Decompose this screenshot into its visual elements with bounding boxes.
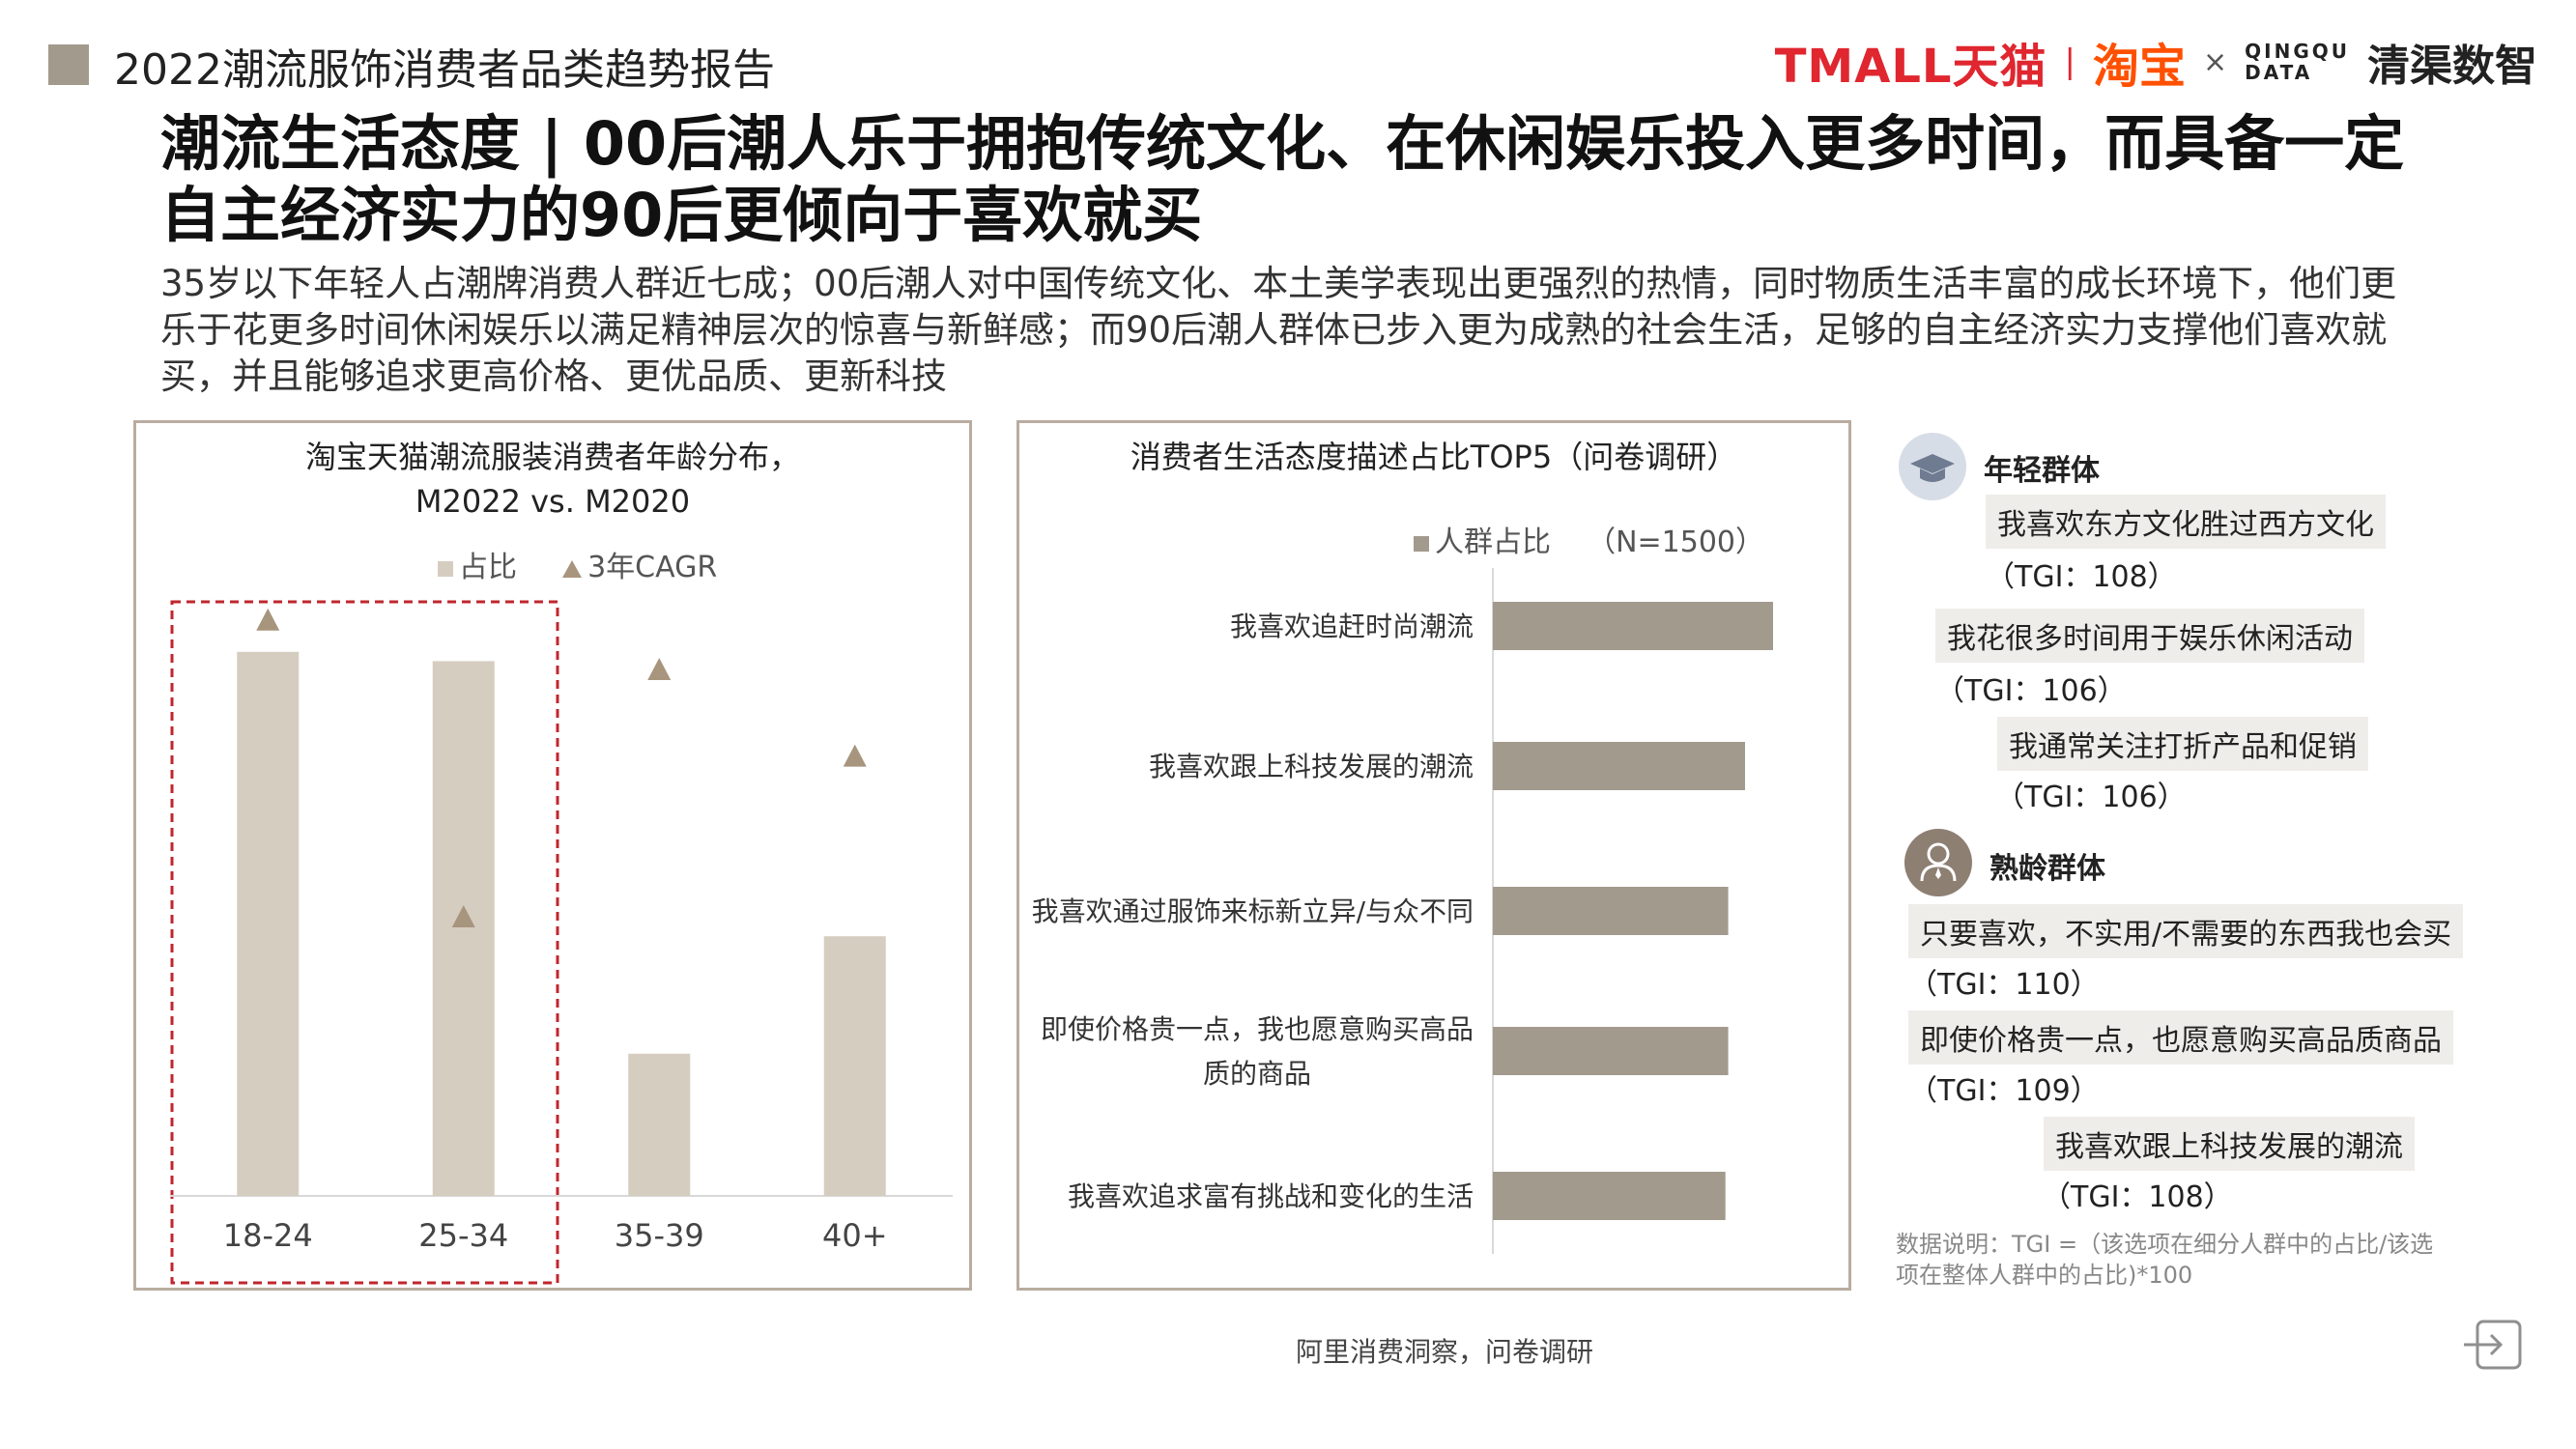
qingqu-en-logo: QINGQU DATA [2245, 40, 2350, 84]
page-subtitle: 35岁以下年轻人占潮牌消费人群近七成；00后潮人对中国传统文化、本土美学表现出更… [160, 263, 2397, 397]
category-label: 我喜欢追赶时尚潮流 [1230, 611, 1474, 642]
mature-group-title: 熟龄群体 [1989, 852, 2105, 886]
bar-25-34 [432, 661, 495, 1196]
cagr-marker-25-34 [451, 905, 475, 927]
next-page-icon[interactable] [2462, 1316, 2524, 1374]
mature-tgi-1: （TGI：110） [1908, 968, 2100, 1002]
cagr-marker-35-39 [647, 658, 672, 680]
cagr-marker-40+ [843, 744, 867, 767]
x-tick-label: 35-39 [615, 1217, 704, 1254]
mature-statement-1: 只要喜欢，不实用/不需要的东西我也会买 [1908, 904, 2464, 958]
legend-sample-size: （N=1500） [1587, 526, 1765, 559]
legend-population-label: 人群占比 [1435, 526, 1551, 559]
logo-divider: | [2064, 43, 2075, 81]
cagr-marker-18-24 [256, 608, 280, 631]
tgi-groups: 年轻群体 我喜欢东方文化胜过西方文化 （TGI：108） 我花很多时间用于娱乐休… [1889, 425, 2565, 1294]
young-statement-1: 我喜欢东方文化胜过西方文化 [1986, 495, 2386, 549]
attitude-chart-svg: 我喜欢追赶时尚潮流我喜欢跟上科技发展的潮流我喜欢通过服饰来标新立异/与众不同即使… [1032, 568, 1773, 1254]
category-label: 即使价格贵一点，我也愿意购买高品 [1041, 1013, 1474, 1045]
legend-bar-swatch [438, 560, 453, 577]
partner-logos: TMALL天猫 | 淘宝 × QINGQU DATA 清渠数智 [1775, 33, 2537, 94]
mature-statement-2: 即使价格贵一点，也愿意购买高品质商品 [1908, 1010, 2453, 1065]
age-chart-svg: 18-24 25-34 35-39 40+ [170, 600, 953, 1285]
bar-18-24 [237, 651, 300, 1196]
tmall-logo: TMALL天猫 [1774, 40, 2047, 94]
attitude-bar [1493, 742, 1745, 790]
age-chart-legend: 占比 3年CAGR [438, 543, 717, 585]
category-label: 我喜欢追求富有挑战和变化的生活 [1068, 1180, 1474, 1212]
category-label: 我喜欢跟上科技发展的潮流 [1149, 751, 1474, 782]
attitude-chart-legend: 人群占比 （N=1500） [1414, 518, 1764, 560]
young-group-title: 年轻群体 [1984, 454, 2100, 488]
x-tick-label: 40+ [822, 1217, 888, 1254]
report-title: 2022潮流服饰消费者品类趋势报告 [114, 45, 775, 95]
age-chart-title-line1: 淘宝天猫潮流服装消费者年龄分布， [304, 439, 800, 475]
category-label: 质的商品 [1203, 1058, 1311, 1090]
qingqu-cn-logo: 清渠数智 [2367, 42, 2537, 91]
legend-share-label: 占比 [459, 551, 517, 584]
bar-40+ [823, 936, 886, 1196]
x-tick-label: 18-24 [223, 1217, 313, 1254]
taobao-logo: 淘宝 [2093, 40, 2187, 94]
attitude-bar [1493, 1027, 1729, 1075]
graduation-cap-icon [1899, 433, 1966, 500]
young-tgi-3: （TGI：106） [1995, 781, 2187, 814]
age-distribution-panel: 淘宝天猫潮流服装消费者年龄分布， M2022 vs. M2020 占比 3年CA… [133, 420, 972, 1291]
attitude-bar [1493, 1172, 1726, 1220]
mature-tgi-3: （TGI：108） [2042, 1180, 2233, 1214]
highlight-box [170, 600, 559, 1285]
mature-tgi-2: （TGI：109） [1908, 1074, 2100, 1108]
legend-triangle-marker [562, 559, 583, 578]
young-tgi-1: （TGI：108） [1986, 560, 2177, 594]
attitude-bar [1493, 887, 1729, 935]
attitude-panel: 消费者生活态度描述占比TOP5（问卷调研） 人群占比 （N=1500） 我喜欢追… [1016, 420, 1851, 1291]
business-person-icon [1904, 829, 1972, 896]
young-statement-3: 我通常关注打折产品和促销 [1997, 717, 2368, 771]
header-square [48, 44, 89, 85]
x-tick-label: 25-34 [418, 1217, 508, 1254]
mature-statement-3: 我喜欢跟上科技发展的潮流 [2044, 1117, 2415, 1171]
legend-bar-swatch [1414, 535, 1429, 552]
attitude-bar [1493, 602, 1773, 650]
young-statement-2: 我花很多时间用于娱乐休闲活动 [1935, 609, 2364, 663]
times-sign: × [2203, 44, 2228, 79]
bar-35-39 [628, 1053, 691, 1196]
age-chart-title-line2: M2022 vs. M2020 [415, 483, 691, 520]
category-label: 我喜欢通过服饰来标新立异/与众不同 [1032, 895, 1474, 927]
page-title: 潮流生活态度 | 00后潮人乐于拥抱传统文化、在休闲娱乐投入更多时间，而具备一定… [160, 108, 2405, 250]
attitude-chart-title: 消费者生活态度描述占比TOP5（问卷调研） [1130, 439, 1738, 475]
legend-cagr-label: 3年CAGR [587, 551, 718, 584]
young-tgi-2: （TGI：106） [1935, 674, 2127, 708]
source-note: 阿里消费洞察，问卷调研 [1295, 1336, 1593, 1368]
data-note: 数据说明：TGI =（该选项在细分人群中的占比/该选项在整体人群中的占比)*10… [1896, 1231, 2434, 1289]
